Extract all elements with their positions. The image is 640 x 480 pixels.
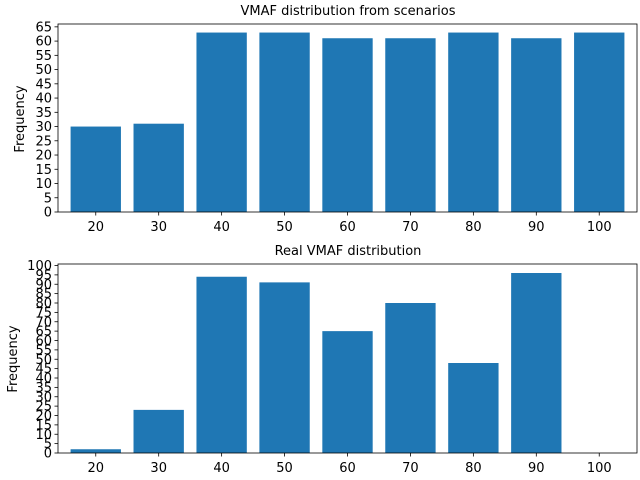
bar-80 — [448, 32, 499, 212]
y-tick-label: 45 — [35, 362, 52, 377]
y-tick-label: 20 — [35, 409, 52, 424]
y-tick-label: 5 — [44, 437, 52, 452]
y-tick-label: 100 — [27, 259, 52, 274]
chart-bottom: Real VMAF distribution Frequency 20 30 40 5… — [6, 244, 638, 476]
bar-20 — [70, 449, 121, 453]
y-axis-label: Frequency — [13, 85, 28, 152]
bar-40 — [196, 276, 247, 453]
y-tick-label: 25 — [35, 134, 52, 149]
bar-50 — [259, 282, 310, 454]
bar-60 — [322, 38, 373, 212]
x-tick-label: 100 — [587, 461, 612, 476]
x-tick-label: 80 — [465, 220, 482, 235]
y-tick-label: 55 — [35, 343, 52, 358]
y-tick-label: 50 — [35, 63, 52, 78]
x-tick-label: 70 — [402, 461, 419, 476]
x-tick-label: 20 — [87, 461, 104, 476]
y-tick-label: 0 — [44, 206, 52, 221]
y-tick-label: 40 — [35, 92, 52, 107]
bar-90 — [511, 273, 562, 453]
y-tick-label: 40 — [35, 372, 52, 387]
y-tick-label: 45 — [35, 77, 52, 92]
y-tick-label: 65 — [35, 20, 52, 35]
y-tick-label: 95 — [35, 268, 52, 283]
y-tick-label: 5 — [44, 191, 52, 206]
y-tick-label: 80 — [35, 297, 52, 312]
bar-20 — [70, 126, 121, 212]
y-tick-label: 30 — [35, 390, 52, 405]
x-tick-label: 30 — [150, 220, 167, 235]
x-tick-label: 60 — [339, 220, 356, 235]
y-tick-label: 50 — [35, 353, 52, 368]
bar-90 — [511, 38, 562, 212]
y-tick-label: 65 — [35, 325, 52, 340]
x-tick-label: 60 — [339, 461, 356, 476]
y-tick-label: 0 — [44, 447, 52, 462]
chart-top: VMAF distribution from scenarios Frequen… — [13, 4, 638, 235]
y-axis-label: Frequency — [6, 325, 21, 392]
bar-40 — [196, 32, 247, 212]
y-tick-label: 10 — [35, 177, 52, 192]
chart-title: Real VMAF distribution — [275, 244, 422, 259]
bar-30 — [133, 123, 184, 212]
x-tick-label: 90 — [528, 461, 545, 476]
y-tick-label: 60 — [35, 35, 52, 50]
y-tick-label: 20 — [35, 149, 52, 164]
y-tick-label: 35 — [35, 381, 52, 396]
x-tick-label: 100 — [587, 220, 612, 235]
x-tick-label: 90 — [528, 220, 545, 235]
chart-title: VMAF distribution from scenarios — [240, 4, 455, 19]
y-tick-label: 35 — [35, 106, 52, 121]
y-tick-label: 10 — [35, 428, 52, 443]
y-tick-label: 55 — [35, 49, 52, 64]
y-tick-label: 90 — [35, 278, 52, 293]
y-tick-label: 75 — [35, 306, 52, 321]
x-tick-label: 50 — [276, 220, 293, 235]
bar-80 — [448, 363, 499, 453]
x-tick-label: 20 — [87, 220, 104, 235]
plot-area: 20 30 40 50 60 70 80 90 100051015202530354045505… — [27, 259, 638, 476]
x-tick-label: 80 — [465, 461, 482, 476]
bar-30 — [133, 409, 184, 454]
bar-70 — [385, 303, 436, 453]
bar-50 — [259, 32, 310, 212]
y-tick-label: 30 — [35, 120, 52, 135]
plot-area: 20 30 40 50 60 70 80 90 100051015202530354045505… — [35, 20, 638, 235]
y-tick-label: 25 — [35, 400, 52, 415]
y-tick-label: 60 — [35, 334, 52, 349]
bar-70 — [385, 38, 436, 212]
bar-60 — [322, 331, 373, 454]
x-tick-label: 40 — [213, 220, 230, 235]
y-tick-label: 85 — [35, 287, 52, 302]
y-tick-label: 15 — [35, 418, 52, 433]
x-tick-label: 70 — [402, 220, 419, 235]
x-tick-label: 30 — [150, 461, 167, 476]
y-tick-label: 15 — [35, 163, 52, 178]
bar-100 — [574, 32, 625, 212]
x-tick-label: 50 — [276, 461, 293, 476]
x-tick-label: 40 — [213, 461, 230, 476]
y-tick-label: 70 — [35, 315, 52, 330]
